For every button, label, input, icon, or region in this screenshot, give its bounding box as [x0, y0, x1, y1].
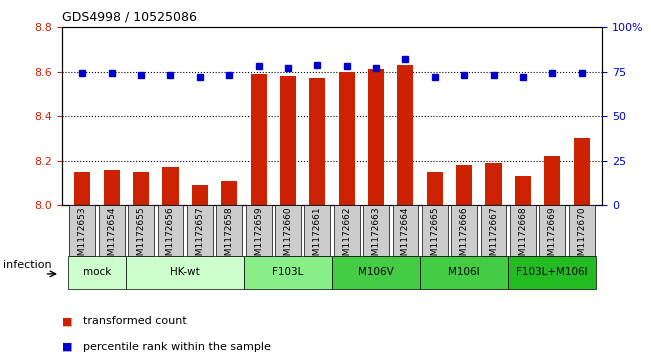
Bar [158, 205, 184, 256]
Bar [574, 138, 590, 205]
Text: F103L: F103L [272, 267, 303, 277]
Bar [244, 256, 332, 289]
Bar [126, 256, 244, 289]
Bar [515, 176, 531, 205]
Bar [70, 205, 95, 256]
Bar [544, 156, 561, 205]
Bar [104, 170, 120, 205]
Bar [221, 181, 238, 205]
Text: GSM1172662: GSM1172662 [342, 207, 351, 267]
Bar [393, 205, 419, 256]
Bar [456, 165, 472, 205]
Text: GSM1172661: GSM1172661 [313, 207, 322, 267]
Bar [451, 205, 477, 256]
Text: GSM1172666: GSM1172666 [460, 207, 469, 267]
Bar [74, 172, 90, 205]
Text: GSM1172670: GSM1172670 [577, 207, 586, 267]
Bar [569, 205, 594, 256]
Text: mock: mock [83, 267, 111, 277]
Bar [363, 205, 389, 256]
Text: GSM1172665: GSM1172665 [430, 207, 439, 267]
Bar [397, 65, 413, 205]
Bar [510, 205, 536, 256]
Bar [68, 256, 126, 289]
Text: GSM1172655: GSM1172655 [137, 207, 146, 267]
Bar [339, 72, 355, 205]
Bar [420, 256, 508, 289]
Text: ■: ■ [62, 342, 72, 352]
Bar [133, 172, 149, 205]
Bar [187, 205, 213, 256]
Text: GSM1172658: GSM1172658 [225, 207, 234, 267]
Bar [508, 256, 596, 289]
Text: transformed count: transformed count [83, 316, 186, 326]
Text: HK-wt: HK-wt [171, 267, 200, 277]
Text: M106I: M106I [449, 267, 480, 277]
Text: M106V: M106V [358, 267, 394, 277]
Bar [486, 163, 502, 205]
Bar [480, 205, 506, 256]
Bar [422, 205, 448, 256]
Bar [426, 172, 443, 205]
Text: percentile rank within the sample: percentile rank within the sample [83, 342, 271, 352]
Bar [280, 76, 296, 205]
Bar [216, 205, 242, 256]
Text: GSM1172664: GSM1172664 [401, 207, 410, 267]
Bar [162, 167, 178, 205]
Bar [128, 205, 154, 256]
Text: GSM1172669: GSM1172669 [547, 207, 557, 267]
Bar [99, 205, 125, 256]
Text: GSM1172663: GSM1172663 [372, 207, 381, 267]
Bar [368, 69, 384, 205]
Bar [305, 205, 330, 256]
Bar [251, 74, 267, 205]
Text: GSM1172659: GSM1172659 [254, 207, 263, 267]
Text: GSM1172653: GSM1172653 [78, 207, 87, 267]
Text: GSM1172654: GSM1172654 [107, 207, 117, 267]
Bar [275, 205, 301, 256]
Text: GSM1172656: GSM1172656 [166, 207, 175, 267]
Text: GSM1172667: GSM1172667 [489, 207, 498, 267]
Bar [309, 78, 326, 205]
Bar [334, 205, 359, 256]
Text: GSM1172668: GSM1172668 [518, 207, 527, 267]
Text: GSM1172660: GSM1172660 [283, 207, 292, 267]
Text: GSM1172657: GSM1172657 [195, 207, 204, 267]
Bar [192, 185, 208, 205]
Bar [539, 205, 565, 256]
Text: infection: infection [3, 260, 52, 270]
Text: F103L+M106I: F103L+M106I [516, 267, 588, 277]
Bar [332, 256, 420, 289]
Bar [245, 205, 271, 256]
Text: ■: ■ [62, 316, 72, 326]
Text: GDS4998 / 10525086: GDS4998 / 10525086 [62, 11, 197, 24]
